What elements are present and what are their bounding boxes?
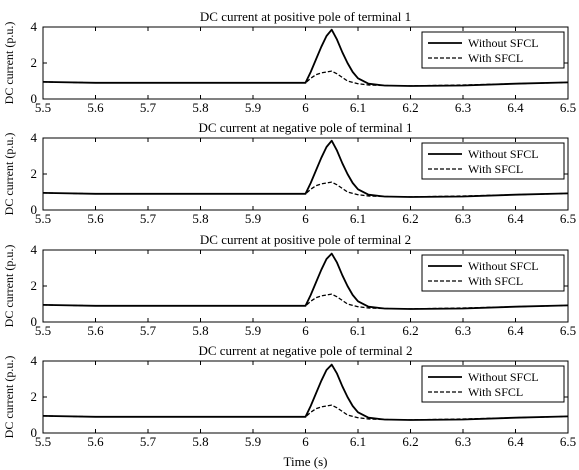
- x-tick-label: 5.7: [140, 100, 157, 115]
- y-tick-label: 2: [31, 278, 38, 293]
- x-tick-label: 5.8: [192, 323, 208, 338]
- x-tick-label: 5.7: [140, 211, 157, 226]
- y-tick-label: 2: [31, 166, 38, 181]
- x-tick-label: 6.3: [455, 100, 471, 115]
- legend-entry: Without SFCL: [468, 147, 539, 161]
- x-tick-label: 5.7: [140, 434, 157, 449]
- x-tick-label: 5.7: [140, 323, 157, 338]
- y-tick-label: 4: [31, 353, 38, 368]
- legend-entry: Without SFCL: [468, 259, 539, 273]
- x-tick-label: 5.8: [192, 211, 208, 226]
- series-line-with-sfcl: [42, 70, 569, 87]
- x-tick-label: 6.4: [507, 211, 524, 226]
- legend-box: [421, 365, 565, 403]
- legend-entry: With SFCL: [468, 162, 523, 176]
- x-tick-label: 5.5: [35, 211, 51, 226]
- series-line-with-sfcl: [42, 181, 569, 198]
- legend-entry: Without SFCL: [468, 370, 539, 384]
- x-tick-label: 6: [302, 100, 309, 115]
- x-tick-label: 6.5: [560, 211, 576, 226]
- y-axis-label: DC current (p.u.): [2, 356, 16, 439]
- y-tick-label: 0: [31, 314, 38, 329]
- x-tick-label: 6: [302, 323, 309, 338]
- subplot-3: DC current at positive pole of terminal …: [2, 232, 576, 338]
- subplot-4: DC current at negative pole of terminal …: [2, 343, 576, 449]
- subplot-title: DC current at positive pole of terminal …: [200, 9, 411, 24]
- x-tick-label: 6.5: [560, 434, 576, 449]
- x-tick-label: 6.5: [560, 100, 576, 115]
- x-tick-label: 6.3: [455, 434, 471, 449]
- y-tick-label: 0: [31, 91, 38, 106]
- x-tick-label: 6.5: [560, 323, 576, 338]
- subplot-title: DC current at positive pole of terminal …: [200, 232, 411, 247]
- y-axis-label: DC current (p.u.): [2, 133, 16, 216]
- legend-entry: With SFCL: [468, 385, 523, 399]
- y-tick-label: 2: [31, 55, 38, 70]
- x-tick-label: 5.8: [192, 434, 208, 449]
- y-tick-label: 4: [31, 242, 38, 257]
- x-tick-label: 6.2: [402, 323, 418, 338]
- x-tick-label: 6.2: [402, 100, 418, 115]
- legend-box: [421, 142, 565, 180]
- legend-box: [421, 254, 565, 292]
- x-tick-label: 6.1: [350, 100, 366, 115]
- legend-entry: Without SFCL: [468, 36, 539, 50]
- x-tick-label: 6.3: [455, 323, 471, 338]
- x-tick-label: 5.6: [87, 434, 104, 449]
- x-tick-label: 6.4: [507, 323, 524, 338]
- subplot-title: DC current at negative pole of terminal …: [198, 120, 412, 135]
- series-line-with-sfcl: [42, 404, 569, 421]
- y-tick-label: 0: [31, 425, 38, 440]
- x-tick-label: 5.9: [245, 323, 261, 338]
- x-tick-label: 5.5: [35, 100, 51, 115]
- x-tick-label: 6.4: [507, 100, 524, 115]
- x-tick-label: 6.4: [507, 434, 524, 449]
- y-axis-label: DC current (p.u.): [2, 22, 16, 105]
- x-tick-label: 6.1: [350, 434, 366, 449]
- x-tick-label: 5.9: [245, 211, 261, 226]
- x-tick-label: 5.6: [87, 323, 104, 338]
- x-tick-label: 5.5: [35, 323, 51, 338]
- x-tick-label: 5.9: [245, 100, 261, 115]
- y-axis-label: DC current (p.u.): [2, 245, 16, 328]
- y-tick-label: 4: [31, 19, 38, 34]
- x-tick-label: 5.8: [192, 100, 208, 115]
- x-tick-label: 6: [302, 211, 309, 226]
- legend-box: [421, 31, 565, 69]
- x-tick-label: 5.9: [245, 434, 261, 449]
- subplot-2: DC current at negative pole of terminal …: [2, 120, 576, 226]
- x-tick-label: 6.2: [402, 434, 418, 449]
- legend-entry: With SFCL: [468, 274, 523, 288]
- subplot-1: DC current at positive pole of terminal …: [2, 9, 576, 115]
- series-line-with-sfcl: [42, 293, 569, 310]
- y-tick-label: 2: [31, 389, 38, 404]
- x-tick-label: 6.3: [455, 211, 471, 226]
- x-tick-label: 5.6: [87, 100, 104, 115]
- x-tick-label: 5.6: [87, 211, 104, 226]
- x-tick-label: 6.2: [402, 211, 418, 226]
- x-tick-label: 6.1: [350, 211, 366, 226]
- x-tick-label: 6: [302, 434, 309, 449]
- y-tick-label: 4: [31, 130, 38, 145]
- legend-entry: With SFCL: [468, 51, 523, 65]
- x-tick-label: 5.5: [35, 434, 51, 449]
- x-axis-label: Time (s): [284, 454, 328, 469]
- subplot-title: DC current at negative pole of terminal …: [198, 343, 412, 358]
- y-tick-label: 0: [31, 202, 38, 217]
- x-tick-label: 6.1: [350, 323, 366, 338]
